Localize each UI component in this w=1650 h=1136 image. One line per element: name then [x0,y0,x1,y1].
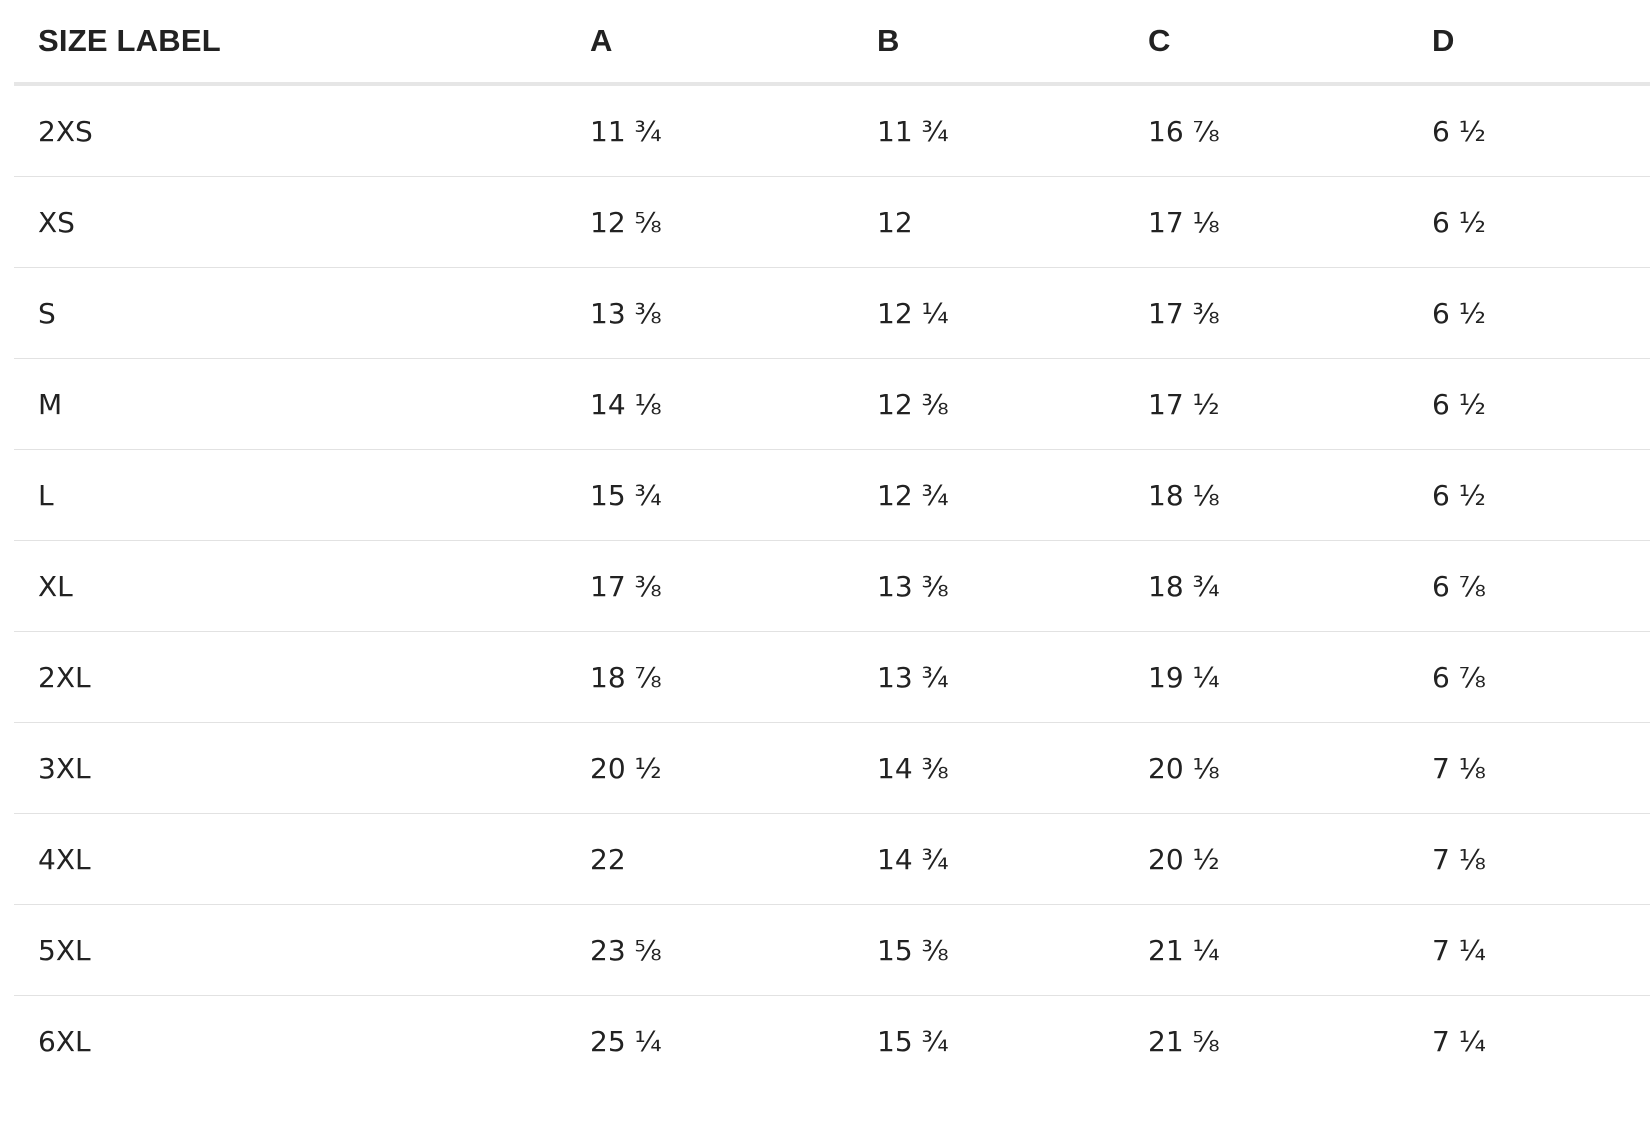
b-cell: 11 ¾ [853,84,1124,177]
size-cell: 2XS [14,84,566,177]
b-cell: 12 ¼ [853,267,1124,359]
d-cell: 6 ⅞ [1408,540,1650,632]
b-cell: 12 ⅜ [853,358,1124,450]
d-cell: 6 ½ [1408,358,1650,450]
b-cell: 15 ¾ [877,1024,949,1058]
c-cell: 20 ½ [1124,813,1408,905]
size-cell: 6XL [38,1024,91,1058]
b-cell: 14 ⅜ [853,722,1124,814]
a-cell: 25 ¼ [590,1024,662,1058]
d-cell: 6 ½ [1408,449,1650,541]
size-cell: XL [14,540,566,632]
b-cell: 15 ⅜ [853,904,1124,996]
b-cell: 12 ¾ [853,449,1124,541]
a-cell: 12 ⅝ [566,176,853,268]
d-cell: 7 ⅛ [1408,722,1650,814]
size-cell: L [14,449,566,541]
d-cell: 6 ½ [1408,84,1650,177]
a-cell: 13 ⅜ [566,267,853,359]
size-cell: S [14,267,566,359]
c-cell: 17 ½ [1124,358,1408,450]
table-header-row: SIZE LABEL A B C D [14,0,1650,86]
header-c: C [1124,0,1408,86]
d-cell: 6 ½ [1408,267,1650,359]
d-cell: 7 ¼ [1432,1024,1486,1058]
a-cell: 15 ¾ [566,449,853,541]
b-cell: 14 ¾ [853,813,1124,905]
a-cell: 14 ⅛ [566,358,853,450]
d-cell: 6 ⅞ [1408,631,1650,723]
c-cell: 21 ¼ [1124,904,1408,996]
header-a: A [566,0,853,86]
c-cell: 21 ⅝ [1148,1024,1220,1058]
c-cell: 16 ⅞ [1124,84,1408,177]
header-d: D [1408,0,1650,86]
size-cell: 2XL [14,631,566,723]
a-cell: 23 ⅝ [566,904,853,996]
c-cell: 18 ⅛ [1124,449,1408,541]
c-cell: 17 ⅛ [1124,176,1408,268]
table-row: 6XL 25 ¼ 15 ¾ 21 ⅝ 7 ¼ [14,996,1650,1087]
a-cell: 18 ⅞ [566,631,853,723]
a-cell: 22 [566,813,853,905]
size-cell: 5XL [14,904,566,996]
header-b: B [853,0,1124,86]
c-cell: 17 ⅜ [1124,267,1408,359]
size-cell: M [14,358,566,450]
d-cell: 6 ½ [1408,176,1650,268]
b-cell: 12 [853,176,1124,268]
size-cell: 4XL [14,813,566,905]
c-cell: 19 ¼ [1124,631,1408,723]
c-cell: 18 ¾ [1124,540,1408,632]
d-cell: 7 ¼ [1408,904,1650,996]
b-cell: 13 ¾ [853,631,1124,723]
header-size-label: SIZE LABEL [14,0,566,86]
a-cell: 20 ½ [566,722,853,814]
size-cell: XS [14,176,566,268]
a-cell: 11 ¾ [566,84,853,177]
c-cell: 20 ⅛ [1124,722,1408,814]
d-cell: 7 ⅛ [1408,813,1650,905]
size-cell: 3XL [14,722,566,814]
b-cell: 13 ⅜ [853,540,1124,632]
a-cell: 17 ⅜ [566,540,853,632]
